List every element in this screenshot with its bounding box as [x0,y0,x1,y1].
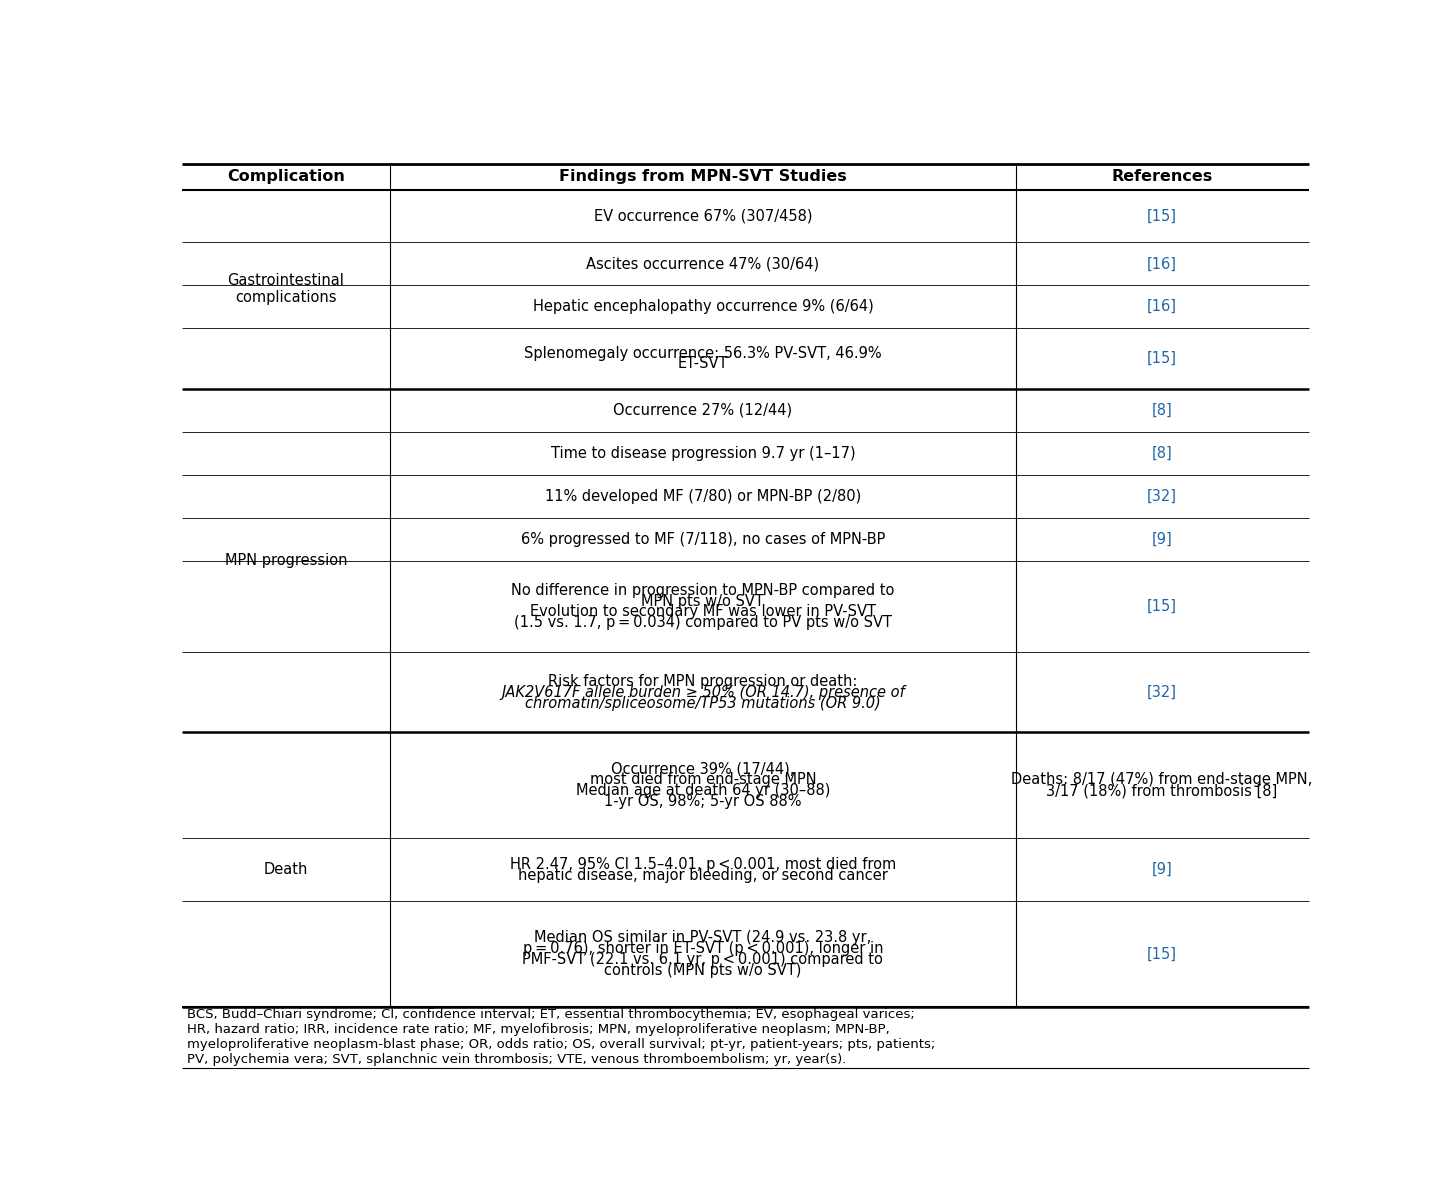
Text: Gastrointestinal
complications: Gastrointestinal complications [227,273,345,305]
Text: [15]: [15] [1147,947,1178,962]
Text: JAK2V617F allele burden ≥ 50% (OR 14.7), presence of: JAK2V617F allele burden ≥ 50% (OR 14.7),… [502,685,904,700]
Text: PMF-SVT (22.1 vs. 6.1 yr, p < 0.001) compared to: PMF-SVT (22.1 vs. 6.1 yr, p < 0.001) com… [522,952,884,968]
Text: BCS, Budd–Chiari syndrome; CI, confidence interval; ET, essential thrombocythemi: BCS, Budd–Chiari syndrome; CI, confidenc… [188,1008,935,1066]
Text: Risk factors for MPN progression or death:: Risk factors for MPN progression or deat… [548,674,858,689]
Text: hepatic disease, major bleeding, or second cancer: hepatic disease, major bleeding, or seco… [518,868,888,882]
Text: [15]: [15] [1147,599,1178,614]
Text: Occurrence 39% (17/44),: Occurrence 39% (17/44), [611,761,794,776]
Text: [16]: [16] [1147,299,1178,314]
Text: [9]: [9] [1152,862,1172,877]
Text: 6% progressed to MF (7/118), no cases of MPN-BP: 6% progressed to MF (7/118), no cases of… [521,531,885,547]
Text: (1.5 vs. 1.7, p = 0.034) compared to PV pts w/o SVT: (1.5 vs. 1.7, p = 0.034) compared to PV … [513,615,891,630]
Text: [32]: [32] [1147,489,1178,504]
Text: ET-SVT: ET-SVT [678,357,728,371]
Text: Splenomegaly occurrence: 56.3% PV-SVT, 46.9%: Splenomegaly occurrence: 56.3% PV-SVT, 4… [523,345,881,361]
Text: Median age at death 64 yr (30–88): Median age at death 64 yr (30–88) [576,784,830,798]
Text: Deaths: 8/17 (47%) from end-stage MPN,: Deaths: 8/17 (47%) from end-stage MPN, [1012,772,1313,787]
Text: [15]: [15] [1147,208,1178,224]
Text: Death: Death [263,862,308,877]
Text: Evolution to secondary MF was lower in PV-SVT: Evolution to secondary MF was lower in P… [529,605,875,619]
Text: [8]: [8] [1152,403,1172,418]
Text: [15]: [15] [1147,351,1178,367]
Text: MPN progression: MPN progression [225,553,348,569]
Text: No difference in progression to MPN-BP compared to: No difference in progression to MPN-BP c… [512,583,894,597]
Text: Complication: Complication [227,169,345,184]
Text: p = 0.76), shorter in ET-SVT (p < 0.001), longer in: p = 0.76), shorter in ET-SVT (p < 0.001)… [522,941,883,956]
Text: [9]: [9] [1152,531,1172,547]
Text: Time to disease progression 9.7 yr (1–17): Time to disease progression 9.7 yr (1–17… [551,446,855,460]
Text: 3/17 (18%) from thrombosis [8]: 3/17 (18%) from thrombosis [8] [1047,784,1278,798]
Text: controls (MPN pts w/o SVT): controls (MPN pts w/o SVT) [605,963,801,978]
Text: HR 2.47, 95% CI 1.5–4.01, p < 0.001, most died from: HR 2.47, 95% CI 1.5–4.01, p < 0.001, mos… [510,857,896,871]
Text: Hepatic encephalopathy occurrence 9% (6/64): Hepatic encephalopathy occurrence 9% (6/… [532,299,874,314]
Text: EV occurrence 67% (307/458): EV occurrence 67% (307/458) [593,208,813,224]
Text: [32]: [32] [1147,685,1178,700]
Text: 1-yr OS, 98%; 5-yr OS 88%: 1-yr OS, 98%; 5-yr OS 88% [605,795,801,809]
Text: Findings from MPN-SVT Studies: Findings from MPN-SVT Studies [558,169,846,184]
Text: Occurrence 27% (12/44): Occurrence 27% (12/44) [614,403,792,418]
Text: MPN pts w/o SVT: MPN pts w/o SVT [641,594,765,608]
Text: Median OS similar in PV-SVT (24.9 vs. 23.8 yr,: Median OS similar in PV-SVT (24.9 vs. 23… [534,930,871,945]
Text: Ascites occurrence 47% (30/64): Ascites occurrence 47% (30/64) [586,256,820,272]
Text: chromatin/spliceosome/TP53 mutations (OR 9.0): chromatin/spliceosome/TP53 mutations (OR… [525,696,881,710]
Text: 11% developed MF (7/80) or MPN-BP (2/80): 11% developed MF (7/80) or MPN-BP (2/80) [545,489,861,504]
Text: [16]: [16] [1147,256,1178,272]
Text: References: References [1111,169,1213,184]
Text: [8]: [8] [1152,446,1172,460]
Text: most died from end-stage MPN: most died from end-stage MPN [590,772,816,787]
